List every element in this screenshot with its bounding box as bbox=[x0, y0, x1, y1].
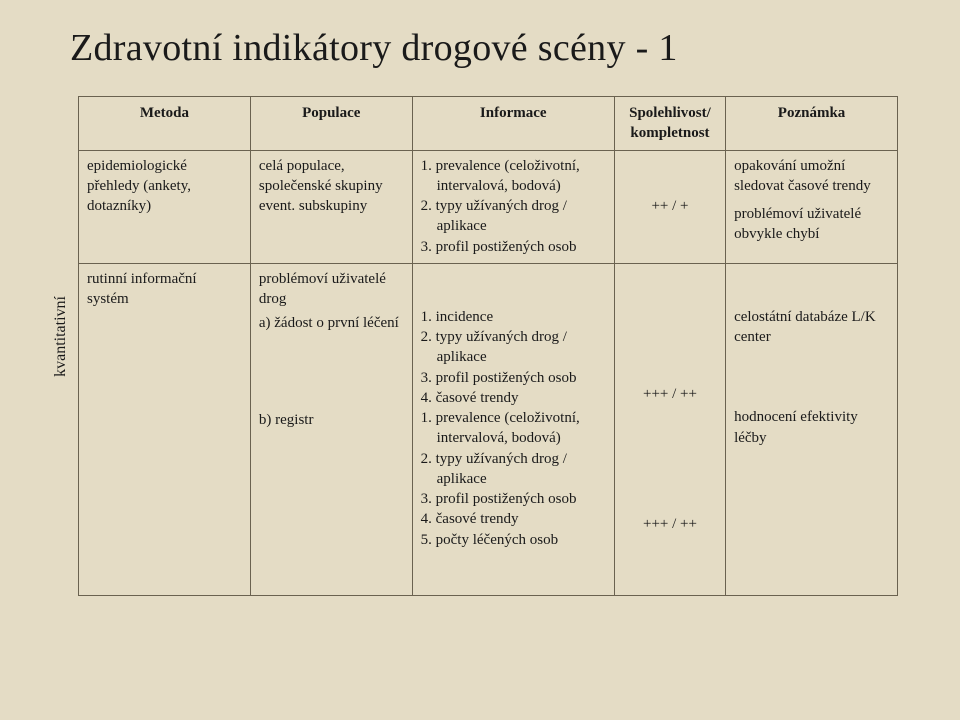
spacer bbox=[734, 269, 889, 307]
cell-populace: problémoví uživatelé drog a) žádost o pr… bbox=[250, 263, 412, 595]
table-header-row: Metoda Populace Informace Spolehlivost/ … bbox=[79, 97, 898, 151]
col-header-poznamka: Poznámka bbox=[726, 97, 898, 151]
col-header-spolehlivost: Spolehlivost/ kompletnost bbox=[614, 97, 725, 151]
spacer bbox=[259, 334, 404, 410]
rating-b: +++ / ++ bbox=[623, 514, 717, 534]
col-header-populace: Populace bbox=[250, 97, 412, 151]
info-item: 4. časové trendy bbox=[421, 388, 606, 408]
slide: Zdravotní indikátory drogové scény - 1 k… bbox=[0, 0, 960, 720]
col-header-metoda: Metoda bbox=[79, 97, 251, 151]
cell-poznamka: celostátní databáze L/K center hodnocení… bbox=[726, 263, 898, 595]
info-item: 3. profil postižených osob bbox=[421, 368, 606, 388]
populace-line: b) registr bbox=[259, 410, 404, 430]
note-line: celostátní databáze L/K center bbox=[734, 307, 889, 348]
populace-line: problémoví uživatelé drog bbox=[259, 269, 404, 310]
populace-line: a) žádost o první léčení bbox=[259, 313, 404, 333]
note-line: problémoví uživatelé obvykle chybí bbox=[734, 204, 889, 245]
cell-populace: celá populace, společenské skupiny event… bbox=[250, 150, 412, 263]
info-item: 1. incidence bbox=[421, 307, 606, 327]
info-item: 2. typy užívaných drog / aplikace bbox=[421, 449, 606, 490]
cell-informace: 1. prevalence (celoživotní, intervalová,… bbox=[412, 150, 614, 263]
cell-spolehlivost: ++ / + bbox=[614, 150, 725, 263]
info-item: 3. profil postižených osob bbox=[421, 237, 606, 257]
spacer bbox=[623, 324, 717, 384]
spacer bbox=[734, 347, 889, 407]
table-row: epidemiologické přehledy (ankety, dotazn… bbox=[79, 150, 898, 263]
cell-metoda: rutinní informační systém bbox=[79, 263, 251, 595]
cell-spolehlivost: +++ / ++ +++ / ++ bbox=[614, 263, 725, 595]
info-item: 1. prevalence (celoživotní, intervalová,… bbox=[421, 156, 606, 197]
indicators-table: Metoda Populace Informace Spolehlivost/ … bbox=[78, 96, 898, 596]
cell-metoda: epidemiologické přehledy (ankety, dotazn… bbox=[79, 150, 251, 263]
cell-poznamka: opakování umožní sledovat časové trendy … bbox=[726, 150, 898, 263]
spacer bbox=[623, 404, 717, 514]
cell-informace: 1. incidence 2. typy užívaných drog / ap… bbox=[412, 263, 614, 595]
note-line: opakování umožní sledovat časové trendy bbox=[734, 156, 889, 197]
spacer bbox=[421, 269, 606, 307]
info-item: 3. profil postižených osob bbox=[421, 489, 606, 509]
spacer bbox=[734, 196, 889, 204]
info-item: 1. prevalence (celoživotní, intervalová,… bbox=[421, 408, 606, 449]
info-item: 5. počty léčených osob bbox=[421, 530, 606, 550]
note-line: hodnocení efektivity léčby bbox=[734, 407, 889, 448]
info-item: 2. typy užívaných drog / aplikace bbox=[421, 196, 606, 237]
side-label-kvantitativni: kvantitativní bbox=[50, 296, 72, 377]
info-item: 4. časové trendy bbox=[421, 509, 606, 529]
rating-a: +++ / ++ bbox=[623, 384, 717, 404]
col-header-informace: Informace bbox=[412, 97, 614, 151]
page-title: Zdravotní indikátory drogové scény - 1 bbox=[50, 26, 910, 70]
info-item: 2. typy užívaných drog / aplikace bbox=[421, 327, 606, 368]
table-wrapper: kvantitativní Metoda Populace Informace … bbox=[50, 96, 910, 596]
table-row: rutinní informační systém problémoví uži… bbox=[79, 263, 898, 595]
